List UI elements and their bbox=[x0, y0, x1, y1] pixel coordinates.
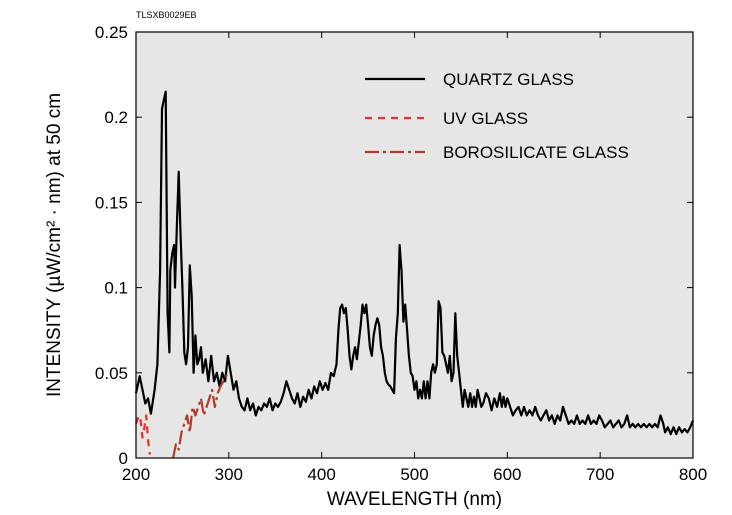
x-tick-label: 400 bbox=[307, 465, 335, 484]
y-tick-label: 0.2 bbox=[104, 108, 128, 127]
legend-label-quartz: QUARTZ GLASS bbox=[443, 70, 574, 89]
y-tick-label: 0.15 bbox=[95, 193, 128, 212]
x-axis-title: WAVELENGTH (nm) bbox=[327, 489, 502, 510]
legend-label-borosilicate: BOROSILICATE GLASS bbox=[443, 143, 629, 162]
y-tick-label: 0.05 bbox=[95, 364, 128, 383]
y-tick-label: 0.1 bbox=[104, 279, 128, 298]
document-code: TLSXB0029EB bbox=[136, 10, 197, 20]
y-tick-label: 0 bbox=[119, 449, 128, 468]
x-tick-label: 600 bbox=[493, 465, 521, 484]
y-axis-title: INTENSITY (µW/cm² · nm) at 50 cm bbox=[44, 93, 65, 397]
x-tick-label: 300 bbox=[215, 465, 243, 484]
legend-label-uv: UV GLASS bbox=[443, 109, 528, 128]
x-tick-label: 800 bbox=[679, 465, 707, 484]
x-tick-label: 500 bbox=[400, 465, 428, 484]
x-tick-label: 700 bbox=[586, 465, 614, 484]
plot-area bbox=[136, 32, 693, 458]
y-tick-label: 0.25 bbox=[95, 23, 128, 42]
